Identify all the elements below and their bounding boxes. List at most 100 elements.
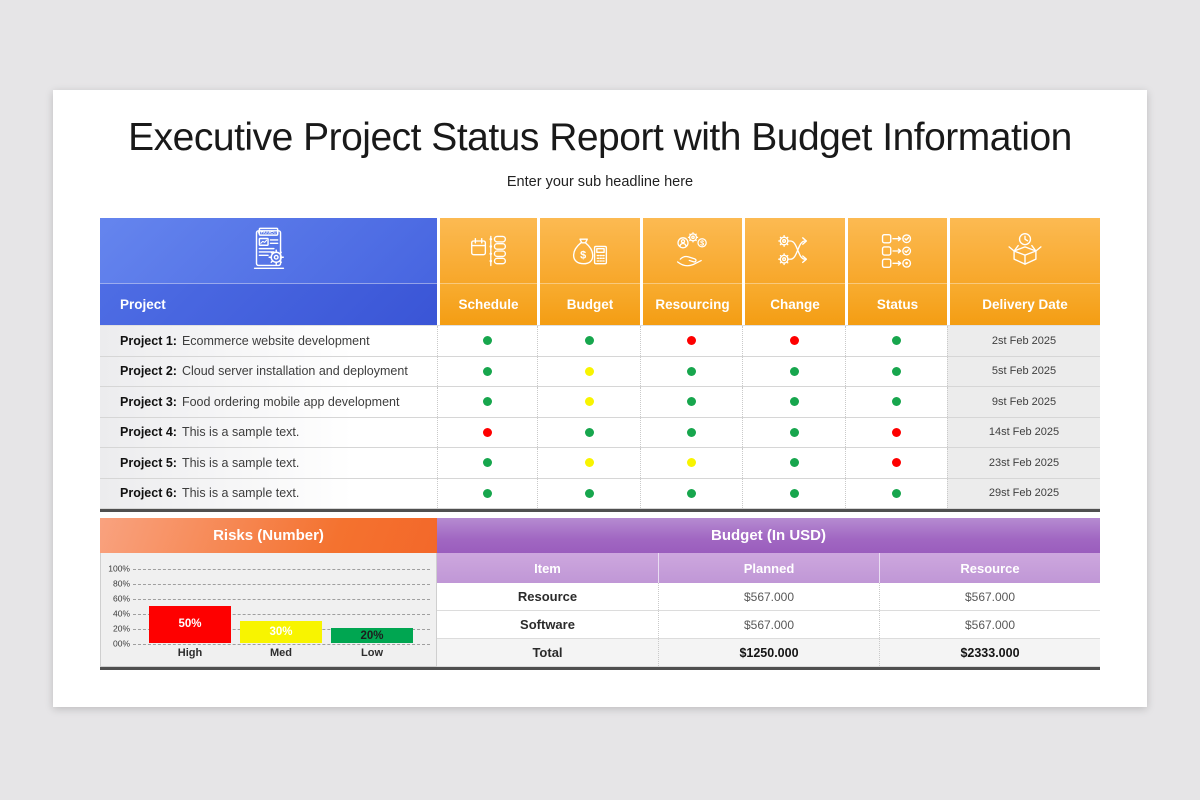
status-dot-green bbox=[584, 336, 594, 346]
status-cell-resourcing bbox=[640, 387, 742, 417]
column-header-schedule: Schedule bbox=[440, 283, 537, 325]
column-resourcing: $ Resourcing bbox=[640, 218, 742, 325]
column-header-resourcing: Resourcing bbox=[643, 283, 742, 325]
budget-panel: Budget (In USD) Item Planned Resource Re… bbox=[437, 518, 1100, 670]
budget-table-body: Resource $567.000 $567.000 Software $567.000… bbox=[437, 583, 1100, 667]
status-dot-green bbox=[687, 397, 696, 407]
status-dot-yellow bbox=[584, 397, 594, 407]
project-description: This is a sample text. bbox=[181, 486, 300, 501]
status-dot-green bbox=[483, 336, 492, 346]
status-cell-budget bbox=[537, 417, 640, 447]
status-dot-green bbox=[892, 336, 901, 346]
status-cell-change bbox=[742, 448, 845, 478]
table-row: Project 1: Ecommerce website development 2… bbox=[100, 326, 1100, 357]
status-cell-budget bbox=[537, 478, 640, 508]
status-dot-red bbox=[687, 336, 696, 346]
status-cell-budget bbox=[537, 356, 640, 386]
budget-column-item: Item bbox=[534, 560, 561, 576]
x-axis-category-label: High bbox=[177, 647, 203, 659]
calendar-timeline-icon bbox=[440, 218, 537, 283]
status-dot-green bbox=[789, 427, 799, 437]
status-table-header: PROJECT Project bbox=[100, 218, 1100, 325]
budget-column-planned: Planned bbox=[658, 553, 879, 583]
status-dot-green bbox=[789, 488, 799, 498]
status-cell-status bbox=[845, 448, 947, 478]
project-name-cell: Project 6: This is a sample text. bbox=[100, 478, 437, 508]
status-dot-red bbox=[892, 427, 901, 437]
status-cell-resourcing bbox=[640, 356, 742, 386]
bottom-section: Risks (Number) 100% 80% 60% 40% 20% 00% 50% Hig… bbox=[100, 518, 1100, 670]
x-axis-category-label: Low bbox=[361, 647, 383, 659]
table-row: Project 2: Cloud server installation and … bbox=[100, 356, 1100, 387]
page-subtitle: Enter your sub headline here bbox=[506, 174, 694, 190]
column-header-status: Status bbox=[848, 283, 947, 325]
status-cell-budget bbox=[537, 326, 640, 356]
chart-gridline bbox=[133, 614, 430, 615]
status-cell-change bbox=[742, 478, 845, 508]
status-cell-schedule bbox=[437, 448, 537, 478]
project-description: This is a sample text. bbox=[181, 425, 300, 440]
status-cell-change bbox=[742, 326, 845, 356]
status-cell-schedule bbox=[437, 326, 537, 356]
status-dot-green bbox=[687, 427, 696, 437]
status-cell-resourcing bbox=[640, 478, 742, 508]
status-dot-green bbox=[789, 366, 799, 376]
y-axis-tick-label: 100% bbox=[108, 563, 130, 574]
column-header-budget: Budget bbox=[540, 283, 640, 325]
gears-branch-arrows-icon bbox=[745, 218, 845, 283]
project-label: Project 2: bbox=[120, 364, 177, 379]
budget-total-row: Total $1250.000 $2333.000 bbox=[437, 639, 1100, 667]
project-label: Project 6: bbox=[120, 486, 177, 501]
status-dot-green bbox=[892, 397, 901, 407]
status-cell-budget bbox=[537, 448, 640, 478]
risk-bar-med: 30% bbox=[240, 620, 322, 643]
status-dot-green bbox=[584, 427, 594, 437]
status-cell-resourcing bbox=[640, 448, 742, 478]
risks-panel: Risks (Number) 100% 80% 60% 40% 20% 00% 50% Hig… bbox=[100, 518, 437, 670]
status-dot-green bbox=[483, 488, 492, 498]
project-name-cell: Project 1: Ecommerce website development bbox=[100, 326, 437, 356]
project-label: Project 1: bbox=[120, 333, 177, 348]
status-dot-red bbox=[483, 427, 492, 437]
risks-bar-chart: 100% 80% 60% 40% 20% 00% 50% High 30% Med 20% Low bbox=[100, 553, 437, 667]
delivery-date-cell: 29st Feb 2025 bbox=[947, 478, 1100, 508]
status-cell-status bbox=[845, 356, 947, 386]
status-dot-red bbox=[892, 458, 901, 468]
x-axis-category-label: Med bbox=[270, 647, 292, 659]
status-cell-status bbox=[845, 478, 947, 508]
delivery-date-cell: 5st Feb 2025 bbox=[947, 356, 1100, 386]
status-cell-change bbox=[742, 417, 845, 447]
bar-value-label: 20% bbox=[360, 629, 384, 642]
table-row: Project 5: This is a sample text. 23st Feb… bbox=[100, 448, 1100, 479]
risk-bar-low: 20% bbox=[331, 628, 413, 643]
status-cell-budget bbox=[537, 387, 640, 417]
status-dot-green bbox=[584, 488, 594, 498]
status-dot-green bbox=[687, 366, 696, 376]
budget-resource-cell: $2333.000 bbox=[879, 639, 1100, 666]
chart-gridline bbox=[133, 584, 430, 585]
budget-column-resource: Resource bbox=[879, 553, 1100, 583]
hand-resources-icon: $ bbox=[643, 218, 742, 283]
status-table-body: Project 1: Ecommerce website development 2… bbox=[100, 325, 1100, 509]
status-dot-green bbox=[483, 366, 492, 376]
budget-resource-cell: $567.000 bbox=[879, 611, 1100, 638]
status-dot-yellow bbox=[584, 366, 594, 376]
project-description: This is a sample text. bbox=[181, 455, 300, 470]
delivery-date-cell: 9st Feb 2025 bbox=[947, 387, 1100, 417]
status-dot-green bbox=[892, 488, 901, 498]
column-schedule: Schedule bbox=[437, 218, 537, 325]
budget-item-cell: Resource bbox=[517, 589, 578, 604]
status-cell-schedule bbox=[437, 478, 537, 508]
status-table-bottom-border bbox=[100, 509, 1100, 512]
project-name-cell: Project 5: This is a sample text. bbox=[100, 448, 437, 478]
project-description: Cloud server installation and deployment bbox=[181, 364, 408, 379]
budget-panel-title: Budget (In USD) bbox=[437, 518, 1100, 553]
chart-gridline bbox=[133, 569, 430, 570]
status-dot-yellow bbox=[584, 458, 594, 468]
status-cell-resourcing bbox=[640, 417, 742, 447]
column-change: Change bbox=[742, 218, 845, 325]
bar-value-label: 50% bbox=[178, 618, 202, 631]
status-dot-green bbox=[789, 458, 799, 468]
column-budget: $ Budget bbox=[537, 218, 640, 325]
